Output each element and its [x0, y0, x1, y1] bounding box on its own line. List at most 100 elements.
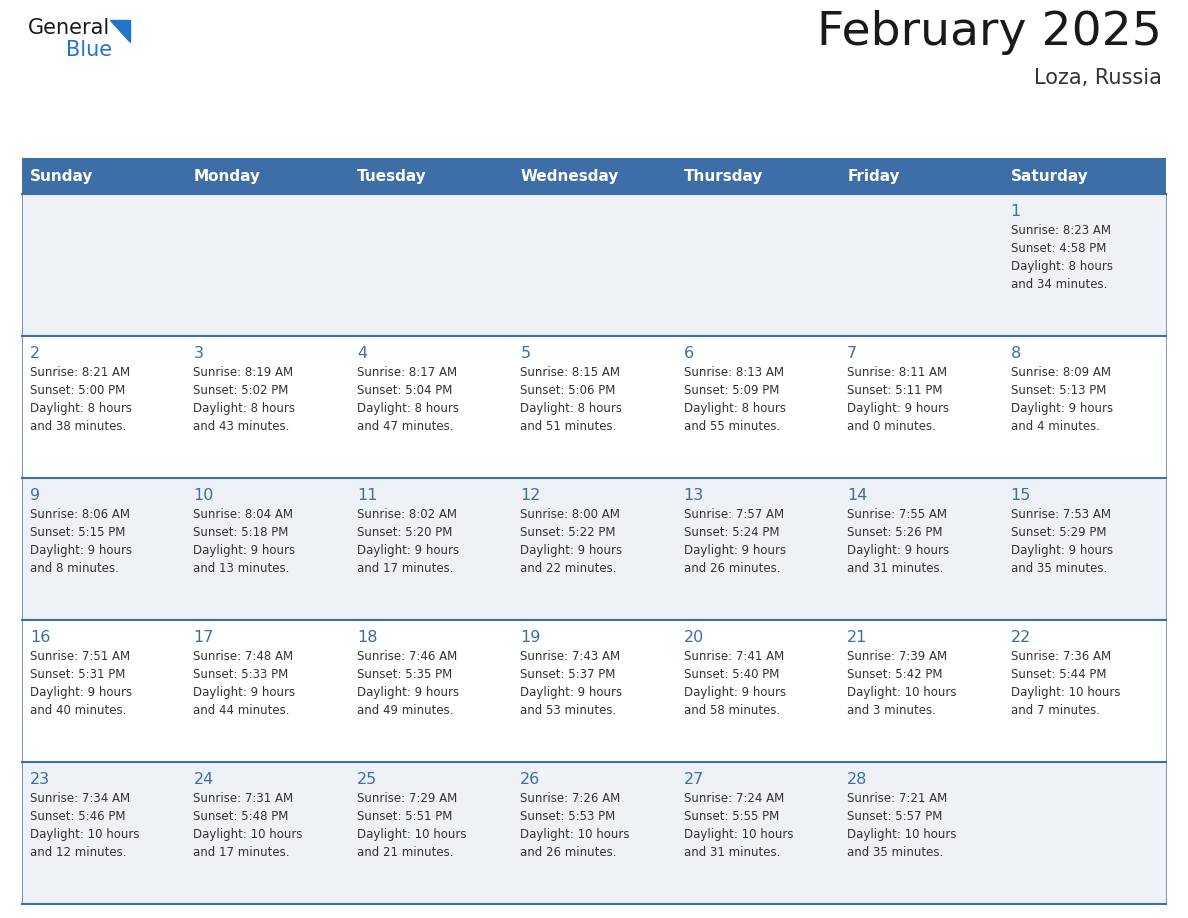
Text: 17: 17: [194, 630, 214, 645]
Text: Daylight: 9 hours: Daylight: 9 hours: [1011, 544, 1113, 557]
Text: 19: 19: [520, 630, 541, 645]
Text: and 31 minutes.: and 31 minutes.: [684, 846, 781, 859]
Text: 22: 22: [1011, 630, 1031, 645]
Text: Sunset: 5:20 PM: Sunset: 5:20 PM: [356, 526, 453, 539]
Text: Sunset: 5:26 PM: Sunset: 5:26 PM: [847, 526, 942, 539]
Text: Sunrise: 7:43 AM: Sunrise: 7:43 AM: [520, 650, 620, 663]
Text: Daylight: 8 hours: Daylight: 8 hours: [194, 402, 296, 415]
Bar: [23, 158, 1165, 194]
Text: Sunrise: 7:24 AM: Sunrise: 7:24 AM: [684, 792, 784, 805]
Text: February 2025: February 2025: [817, 10, 1162, 55]
Text: Sunrise: 8:09 AM: Sunrise: 8:09 AM: [1011, 366, 1111, 379]
Text: Sunrise: 7:39 AM: Sunrise: 7:39 AM: [847, 650, 947, 663]
Text: Sunrise: 8:17 AM: Sunrise: 8:17 AM: [356, 366, 457, 379]
Text: and 7 minutes.: and 7 minutes.: [1011, 704, 1100, 717]
Text: Sunset: 5:57 PM: Sunset: 5:57 PM: [847, 810, 942, 823]
Text: Sunset: 5:11 PM: Sunset: 5:11 PM: [847, 384, 942, 397]
Text: 15: 15: [1011, 488, 1031, 503]
Text: Blue: Blue: [67, 40, 112, 60]
Text: Daylight: 8 hours: Daylight: 8 hours: [684, 402, 785, 415]
Text: Sunrise: 7:36 AM: Sunrise: 7:36 AM: [1011, 650, 1111, 663]
Text: Sunset: 5:35 PM: Sunset: 5:35 PM: [356, 668, 453, 681]
Text: 23: 23: [30, 772, 50, 787]
Text: Daylight: 10 hours: Daylight: 10 hours: [1011, 686, 1120, 699]
Text: Sunset: 4:58 PM: Sunset: 4:58 PM: [1011, 242, 1106, 255]
Text: and 4 minutes.: and 4 minutes.: [1011, 420, 1100, 433]
Text: Sunrise: 8:11 AM: Sunrise: 8:11 AM: [847, 366, 947, 379]
Text: Daylight: 10 hours: Daylight: 10 hours: [847, 828, 956, 841]
Text: Sunset: 5:13 PM: Sunset: 5:13 PM: [1011, 384, 1106, 397]
Text: Sunset: 5:24 PM: Sunset: 5:24 PM: [684, 526, 779, 539]
Text: Sunset: 5:15 PM: Sunset: 5:15 PM: [30, 526, 126, 539]
Text: Daylight: 10 hours: Daylight: 10 hours: [30, 828, 139, 841]
Text: Daylight: 9 hours: Daylight: 9 hours: [847, 544, 949, 557]
Text: Sunset: 5:53 PM: Sunset: 5:53 PM: [520, 810, 615, 823]
Text: and 47 minutes.: and 47 minutes.: [356, 420, 454, 433]
Bar: [23, 762, 1165, 904]
Text: Sunrise: 7:51 AM: Sunrise: 7:51 AM: [30, 650, 131, 663]
Text: 27: 27: [684, 772, 704, 787]
Text: 20: 20: [684, 630, 704, 645]
Text: Daylight: 9 hours: Daylight: 9 hours: [356, 544, 459, 557]
Text: Daylight: 9 hours: Daylight: 9 hours: [194, 544, 296, 557]
Text: and 13 minutes.: and 13 minutes.: [194, 562, 290, 575]
Text: and 55 minutes.: and 55 minutes.: [684, 420, 781, 433]
Text: Sunrise: 7:57 AM: Sunrise: 7:57 AM: [684, 508, 784, 521]
Text: Sunrise: 8:15 AM: Sunrise: 8:15 AM: [520, 366, 620, 379]
Text: 24: 24: [194, 772, 214, 787]
Text: Daylight: 8 hours: Daylight: 8 hours: [520, 402, 623, 415]
Text: Sunset: 5:00 PM: Sunset: 5:00 PM: [30, 384, 125, 397]
Text: Sunset: 5:40 PM: Sunset: 5:40 PM: [684, 668, 779, 681]
Text: Daylight: 9 hours: Daylight: 9 hours: [684, 544, 785, 557]
Text: Saturday: Saturday: [1011, 169, 1088, 184]
Text: Sunset: 5:04 PM: Sunset: 5:04 PM: [356, 384, 453, 397]
Text: Sunrise: 8:13 AM: Sunrise: 8:13 AM: [684, 366, 784, 379]
Text: 14: 14: [847, 488, 867, 503]
Text: Sunrise: 7:48 AM: Sunrise: 7:48 AM: [194, 650, 293, 663]
Text: Sunset: 5:33 PM: Sunset: 5:33 PM: [194, 668, 289, 681]
Text: and 12 minutes.: and 12 minutes.: [30, 846, 126, 859]
Text: and 0 minutes.: and 0 minutes.: [847, 420, 936, 433]
Text: 21: 21: [847, 630, 867, 645]
Text: Sunset: 5:55 PM: Sunset: 5:55 PM: [684, 810, 779, 823]
Text: Sunset: 5:29 PM: Sunset: 5:29 PM: [1011, 526, 1106, 539]
Text: 18: 18: [356, 630, 378, 645]
Text: Daylight: 8 hours: Daylight: 8 hours: [356, 402, 459, 415]
Text: Sunset: 5:18 PM: Sunset: 5:18 PM: [194, 526, 289, 539]
Text: Sunset: 5:06 PM: Sunset: 5:06 PM: [520, 384, 615, 397]
Text: Sunset: 5:44 PM: Sunset: 5:44 PM: [1011, 668, 1106, 681]
Text: 6: 6: [684, 346, 694, 361]
Text: 8: 8: [1011, 346, 1020, 361]
Text: and 8 minutes.: and 8 minutes.: [30, 562, 119, 575]
Text: Daylight: 9 hours: Daylight: 9 hours: [847, 402, 949, 415]
Text: Sunset: 5:46 PM: Sunset: 5:46 PM: [30, 810, 126, 823]
Text: and 17 minutes.: and 17 minutes.: [356, 562, 454, 575]
Text: Daylight: 10 hours: Daylight: 10 hours: [356, 828, 467, 841]
Text: Daylight: 8 hours: Daylight: 8 hours: [30, 402, 132, 415]
Text: and 40 minutes.: and 40 minutes.: [30, 704, 126, 717]
Text: 12: 12: [520, 488, 541, 503]
Text: Sunset: 5:48 PM: Sunset: 5:48 PM: [194, 810, 289, 823]
Text: 7: 7: [847, 346, 858, 361]
Text: Daylight: 9 hours: Daylight: 9 hours: [30, 544, 132, 557]
Text: and 21 minutes.: and 21 minutes.: [356, 846, 454, 859]
Text: Sunrise: 7:53 AM: Sunrise: 7:53 AM: [1011, 508, 1111, 521]
Text: 1: 1: [1011, 204, 1020, 219]
Text: 11: 11: [356, 488, 378, 503]
Text: Loza, Russia: Loza, Russia: [1034, 68, 1162, 88]
Bar: [23, 336, 1165, 478]
Polygon shape: [110, 20, 129, 42]
Text: and 3 minutes.: and 3 minutes.: [847, 704, 936, 717]
Text: Wednesday: Wednesday: [520, 169, 619, 184]
Text: Friday: Friday: [847, 169, 899, 184]
Text: Sunrise: 7:21 AM: Sunrise: 7:21 AM: [847, 792, 947, 805]
Text: 26: 26: [520, 772, 541, 787]
Text: 13: 13: [684, 488, 704, 503]
Text: Daylight: 9 hours: Daylight: 9 hours: [30, 686, 132, 699]
Text: Sunrise: 7:29 AM: Sunrise: 7:29 AM: [356, 792, 457, 805]
Text: Daylight: 10 hours: Daylight: 10 hours: [847, 686, 956, 699]
Text: Sunrise: 8:04 AM: Sunrise: 8:04 AM: [194, 508, 293, 521]
Text: Sunset: 5:42 PM: Sunset: 5:42 PM: [847, 668, 942, 681]
Text: Sunrise: 8:21 AM: Sunrise: 8:21 AM: [30, 366, 131, 379]
Text: Daylight: 9 hours: Daylight: 9 hours: [1011, 402, 1113, 415]
